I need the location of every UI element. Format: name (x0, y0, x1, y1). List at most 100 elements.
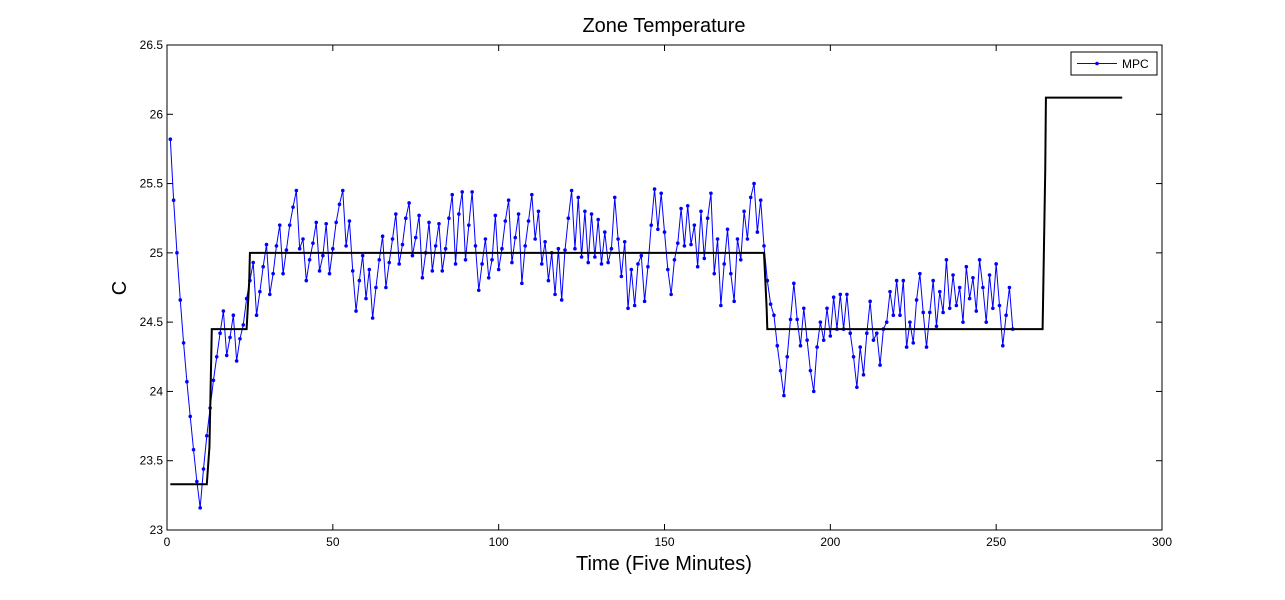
data-point-mpc (195, 479, 199, 484)
data-point-mpc (559, 298, 564, 302)
data-point-mpc (241, 323, 246, 327)
data-point-mpc (556, 246, 561, 251)
legend: MPC (1070, 51, 1158, 76)
data-point-mpc (709, 191, 713, 196)
series-line-setpoint (170, 96, 1123, 486)
data-point-mpc (662, 230, 667, 234)
data-point-mpc (931, 278, 935, 283)
data-point-mpc (523, 244, 527, 248)
y-tick-label: 24 (150, 384, 164, 398)
data-point-mpc (745, 237, 750, 241)
data-point-mpc (732, 299, 736, 304)
data-point-mpc (191, 447, 196, 452)
data-point-mpc (321, 253, 325, 258)
data-point-mpc (520, 281, 524, 286)
data-point-mpc (795, 317, 799, 322)
data-point-mpc (712, 271, 717, 276)
data-point-mpc (324, 221, 329, 226)
data-point-mpc (536, 209, 541, 214)
data-point-mpc (387, 260, 392, 265)
data-point-mpc (277, 223, 282, 227)
data-point-mpc (427, 220, 431, 225)
y-tick-label: 23 (150, 523, 164, 537)
data-point-mpc (347, 219, 352, 223)
data-point-mpc (719, 303, 723, 308)
data-point-mpc (682, 244, 687, 248)
data-point-mpc (274, 244, 279, 248)
data-point-mpc (649, 223, 654, 227)
data-point-mpc (317, 269, 322, 273)
data-point-mpc (413, 235, 418, 240)
data-point-mpc (818, 320, 823, 324)
y-axis-ticks: 23 23.5 24 24.5 25 25.5 26 26.5 (140, 38, 1162, 537)
data-point-mpc (503, 219, 508, 223)
data-point-mpc (433, 244, 438, 248)
data-point-mpc (440, 269, 445, 273)
data-point-mpc (855, 385, 859, 390)
data-point-mpc (908, 320, 912, 324)
data-point-mpc (301, 237, 305, 241)
data-point-mpc (539, 262, 544, 266)
data-point-mpc (533, 237, 537, 241)
data-point-mpc (201, 467, 206, 471)
data-point-mpc (526, 219, 531, 223)
data-point-mpc (884, 320, 889, 324)
data-point-mpc (510, 260, 514, 265)
data-point-mpc (467, 223, 471, 227)
data-point-mpc (281, 271, 285, 276)
data-point-mpc (228, 335, 232, 340)
data-point-mpc (977, 257, 982, 262)
data-point-mpc (377, 257, 382, 262)
data-point-mpc (788, 317, 793, 322)
axes-frame (166, 44, 1163, 531)
data-point-mpc (453, 262, 458, 266)
data-point-mpc (284, 248, 289, 252)
data-point-mpc (470, 190, 474, 194)
data-point-mpc (420, 276, 425, 280)
data-point-mpc (603, 230, 607, 234)
data-point-mpc (748, 195, 753, 200)
data-point-mpc (218, 331, 222, 336)
data-point-mpc (291, 205, 295, 209)
data-point-mpc (214, 354, 219, 359)
y-tick-label: 25.5 (140, 177, 164, 191)
data-point-mpc (632, 303, 637, 308)
data-point-mpc (629, 267, 634, 272)
chart-title: Zone Temperature (582, 15, 745, 37)
data-point-mpc (699, 209, 703, 214)
data-point-mpc (1004, 313, 1008, 318)
data-point-mpc (811, 389, 816, 394)
data-point-mpc (374, 285, 378, 290)
data-point-mpc (911, 341, 916, 345)
data-point-mpc (672, 257, 677, 262)
data-point-mpc (967, 296, 972, 301)
data-point-mpc (234, 359, 239, 363)
data-point-mpc (805, 338, 809, 342)
y-tick-label: 26.5 (140, 38, 164, 52)
data-point-mpc (738, 257, 743, 262)
data-point-mpc (367, 267, 372, 272)
data-point-mpc (205, 433, 209, 438)
data-point-mpc (729, 271, 733, 276)
x-tick-label: 0 (164, 535, 171, 549)
data-point-mpc (924, 345, 929, 349)
data-point-mpc (390, 237, 395, 241)
data-point-mpc (506, 198, 511, 202)
data-point-mpc (991, 306, 995, 311)
data-point-mpc (334, 220, 338, 225)
data-point-mpc (596, 217, 600, 222)
y-axis-label: C (109, 281, 131, 295)
y-tick-label: 25 (150, 246, 164, 260)
data-point-mpc (622, 239, 627, 244)
plot-area (166, 44, 1163, 531)
data-point-mpc (258, 289, 262, 294)
data-point-mpc (642, 299, 647, 304)
data-point-mpc (858, 345, 862, 349)
data-point-mpc (845, 292, 849, 297)
data-point-mpc (188, 414, 193, 419)
data-point-mpc (928, 310, 932, 315)
data-point-mpc (685, 203, 690, 208)
data-point-mpc (417, 213, 421, 218)
data-point-mpc (264, 242, 269, 247)
data-point-mpc (407, 201, 411, 205)
